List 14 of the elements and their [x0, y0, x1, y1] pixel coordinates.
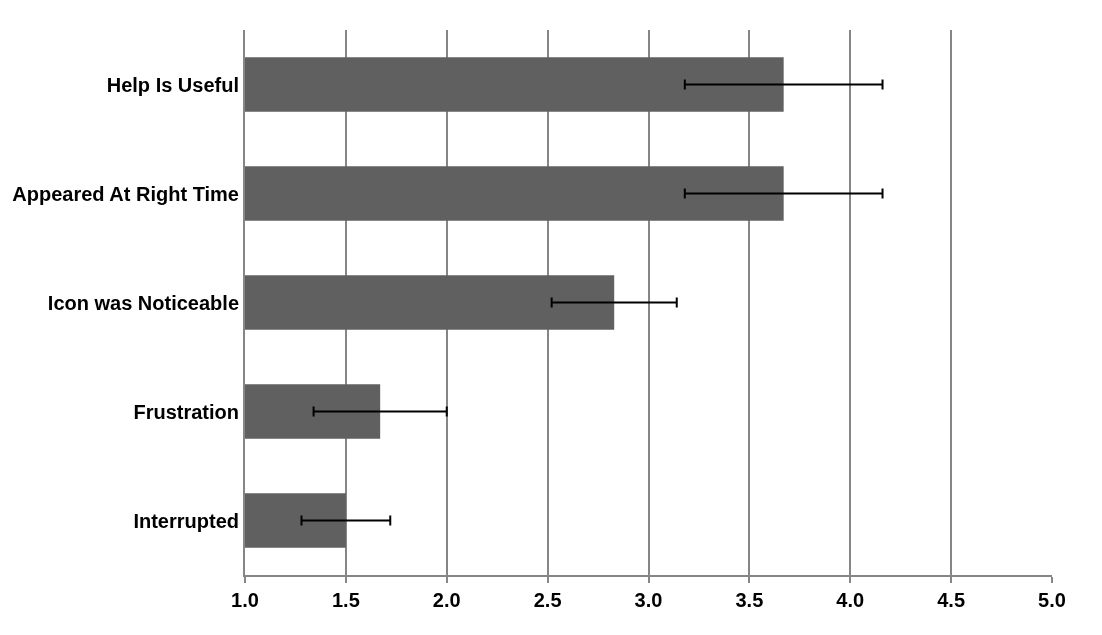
y-tick-label: Help Is Useful [106, 73, 239, 96]
x-tick-label: 3.5 [735, 589, 764, 611]
x-tick-label: 1.0 [231, 589, 259, 611]
y-tick-label: Interrupted [133, 509, 239, 532]
x-tick-label: 2.0 [432, 589, 461, 611]
x-tick-label: 3.0 [634, 589, 663, 611]
x-tick-label: 1.5 [331, 589, 360, 611]
y-tick-label: Icon was Noticeable [47, 291, 239, 314]
x-tick-label: 4.0 [836, 589, 865, 611]
y-tick-label: Appeared At Right Time [12, 182, 239, 205]
x-tick-label: 2.5 [533, 589, 562, 611]
x-tick-label: 5.0 [1038, 589, 1066, 611]
x-tick-label: 4.5 [937, 589, 966, 611]
y-tick-label: Frustration [133, 400, 239, 423]
